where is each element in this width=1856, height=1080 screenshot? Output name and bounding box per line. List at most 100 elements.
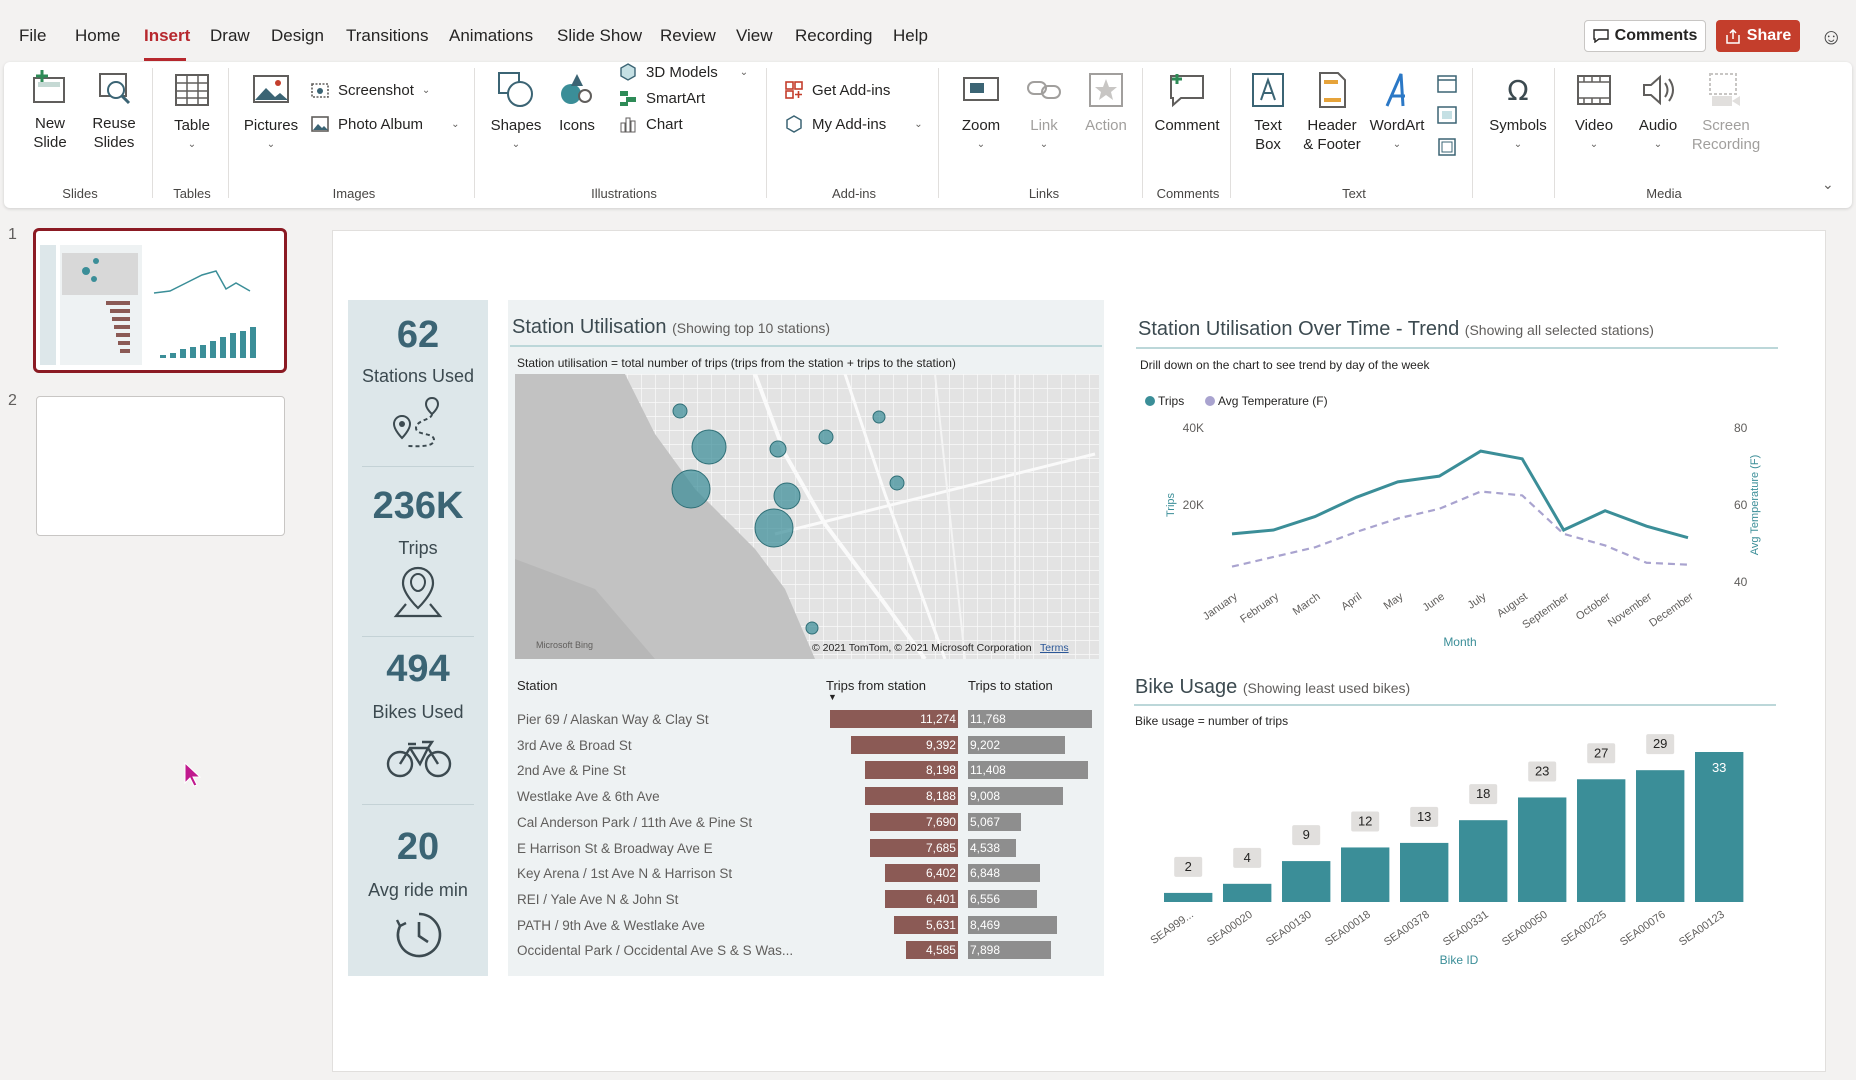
legend-trips-marker [1145, 396, 1155, 406]
y-tick-label: 40K [1183, 421, 1204, 435]
trips-to-bar[interactable]: 6,556 [968, 889, 1038, 908]
smartart-button[interactable]: SmartArt [618, 88, 705, 108]
station-row-name[interactable]: Key Arena / 1st Ave N & Harrison St [517, 866, 733, 882]
reuse-slides-button[interactable]: Reuse Slides [82, 68, 146, 152]
chart-button[interactable]: Chart [618, 114, 683, 134]
station-row-name[interactable]: E Harrison St & Broadway Ave E [517, 840, 713, 856]
station-bubble [773, 482, 801, 510]
menu-animations[interactable]: Animations [449, 26, 534, 45]
menu-help[interactable]: Help [893, 26, 928, 45]
feedback-smiley-icon[interactable]: ☺ [1820, 24, 1843, 49]
station-row-name[interactable]: Pier 69 / Alaskan Way & Clay St [517, 712, 709, 727]
trips-to-bar[interactable]: 9,008 [968, 787, 1063, 806]
icons-button[interactable]: Icons [552, 70, 602, 135]
comments-button[interactable]: Comments [1584, 20, 1706, 52]
menu-review[interactable]: Review [660, 26, 716, 45]
menu-insert[interactable]: Insert [144, 26, 191, 45]
video-button[interactable]: Video ⌄ [1566, 70, 1622, 154]
station-row-name[interactable]: Cal Anderson Park / 11th Ave & Pine St [517, 814, 753, 830]
station-row-name[interactable]: Occidental Park / Occidental Ave S & S W… [517, 943, 794, 959]
my-add-ins-button[interactable]: My Add-ins ⌄ [784, 114, 923, 134]
menu-transitions[interactable]: Transitions [346, 26, 429, 45]
trend-line-chart[interactable]: Trips Avg Temperature (F) 40K 20K 40 60 80 Trip… [1134, 388, 1774, 658]
wordart-button[interactable]: WordArt ⌄ [1366, 70, 1428, 154]
new-slide-button[interactable]: New Slide [20, 68, 80, 152]
trips-from-bar[interactable]: 4,585 [905, 941, 958, 960]
column-header-station[interactable]: Station [517, 678, 558, 693]
trips-to-value: 7,898 [970, 943, 1001, 958]
menu-design[interactable]: Design [271, 26, 324, 45]
trips-to-bar[interactable]: 4,538 [968, 838, 1016, 857]
map-bubble-layer [671, 403, 905, 635]
trips-from-value: 8,198 [925, 763, 956, 778]
menu-recording[interactable]: Recording [795, 26, 873, 45]
get-add-ins-label: Get Add-ins [812, 81, 891, 99]
menu-draw[interactable]: Draw [210, 26, 250, 45]
x-tick-label: March [1291, 591, 1323, 618]
menu-view[interactable]: View [736, 26, 773, 45]
station-row-name[interactable]: REI / Yale Ave N & John St [517, 891, 679, 907]
station-bubble [889, 475, 905, 491]
smartart-icon [620, 91, 636, 106]
sort-descending-icon[interactable]: ▼ [828, 692, 837, 702]
comment-button[interactable]: Comment [1152, 70, 1222, 135]
object-icon[interactable] [1436, 136, 1458, 158]
trips-to-bar[interactable]: 8,469 [968, 915, 1058, 934]
trips-to-bar[interactable]: 9,202 [968, 735, 1065, 754]
pictures-button[interactable]: Pictures ⌄ [240, 70, 302, 154]
trips-to-bar[interactable]: 11,768 [968, 710, 1092, 728]
slide-thumbnail-2[interactable] [36, 396, 285, 536]
audio-button[interactable]: Audio ⌄ [1630, 70, 1686, 154]
bike-bar-value-label: 2 [1185, 859, 1192, 874]
station-row-name[interactable]: 2nd Ave & Pine St [517, 763, 626, 779]
slide-number-icon[interactable] [1436, 104, 1458, 126]
trips-from-bar[interactable]: 6,402 [885, 864, 958, 883]
slide-thumbnail-1[interactable] [33, 228, 287, 373]
date-time-icon[interactable] [1436, 72, 1458, 94]
station-row-name[interactable]: 3rd Ave & Broad St [517, 737, 632, 753]
menu-home[interactable]: Home [75, 26, 121, 45]
trips-from-bar[interactable]: 6,401 [885, 889, 958, 908]
group-addins-label: Add-ins [831, 186, 877, 201]
text-box-button[interactable]: Text Box [1244, 70, 1292, 154]
3d-models-button[interactable]: 3D Models ⌄ [618, 62, 748, 82]
bike-usage-bar-chart[interactable]: 2 SEA999... 4 SEA00020 9 SEA00130 12 SEA00018 13… [1134, 732, 1774, 972]
trips-from-bar[interactable]: 11,274 [829, 710, 958, 728]
shapes-button[interactable]: Shapes ⌄ [488, 70, 544, 154]
trips-to-bar[interactable]: 6,848 [968, 864, 1041, 883]
station-row-name[interactable]: PATH / 9th Ave & Westlake Ave [517, 917, 705, 933]
symbols-button[interactable]: Ω Symbols ⌄ [1484, 70, 1552, 154]
screen-recording-button[interactable]: Screen Recording [1690, 70, 1762, 154]
menu-slide-show[interactable]: Slide Show [557, 26, 643, 45]
trips-from-bar[interactable]: 8,198 [864, 761, 958, 780]
bike-usage-title: Bike Usage (Showing least used bikes) [1135, 676, 1410, 699]
zoom-button[interactable]: Zoom ⌄ [952, 70, 1010, 154]
action-button[interactable]: Action [1078, 70, 1134, 135]
column-header-trips-from[interactable]: Trips from station [826, 678, 926, 693]
trips-from-bar[interactable]: 7,685 [870, 838, 958, 857]
table-button[interactable]: Table ⌄ [164, 70, 220, 154]
station-row-name[interactable]: Westlake Ave & 6th Ave [517, 789, 660, 805]
trips-to-bar[interactable]: 11,408 [968, 761, 1089, 780]
station-bubble [872, 410, 886, 424]
trips-from-bar[interactable]: 7,690 [870, 812, 958, 831]
trips-from-bar[interactable]: 9,392 [851, 735, 958, 754]
trips-to-bar[interactable]: 7,898 [968, 941, 1052, 960]
trips-to-bar[interactable]: 5,067 [968, 812, 1022, 831]
menu-file[interactable]: File [19, 26, 47, 45]
kpi-stations-value: 62 [396, 314, 440, 356]
share-button[interactable]: Share [1716, 20, 1800, 52]
text-box-label: Text Box [1254, 117, 1282, 153]
photo-album-button[interactable]: Photo Album ⌄ [310, 114, 459, 134]
get-add-ins-button[interactable]: Get Add-ins [784, 80, 890, 100]
trips-from-bar[interactable]: 8,188 [864, 787, 958, 806]
ribbon-collapse-chevron-icon[interactable]: ⌄ [1822, 176, 1834, 192]
trips-from-bar[interactable]: 5,631 [893, 915, 958, 934]
map-terms-link[interactable]: Terms [1040, 642, 1069, 654]
speaker-icon [1643, 74, 1674, 106]
station-map[interactable] [515, 374, 1099, 659]
header-footer-button[interactable]: Header & Footer [1300, 70, 1364, 154]
screenshot-button[interactable]: Screenshot ⌄ [310, 80, 430, 100]
link-button[interactable]: Link ⌄ [1018, 70, 1070, 154]
column-header-trips-to[interactable]: Trips to station [968, 678, 1053, 693]
